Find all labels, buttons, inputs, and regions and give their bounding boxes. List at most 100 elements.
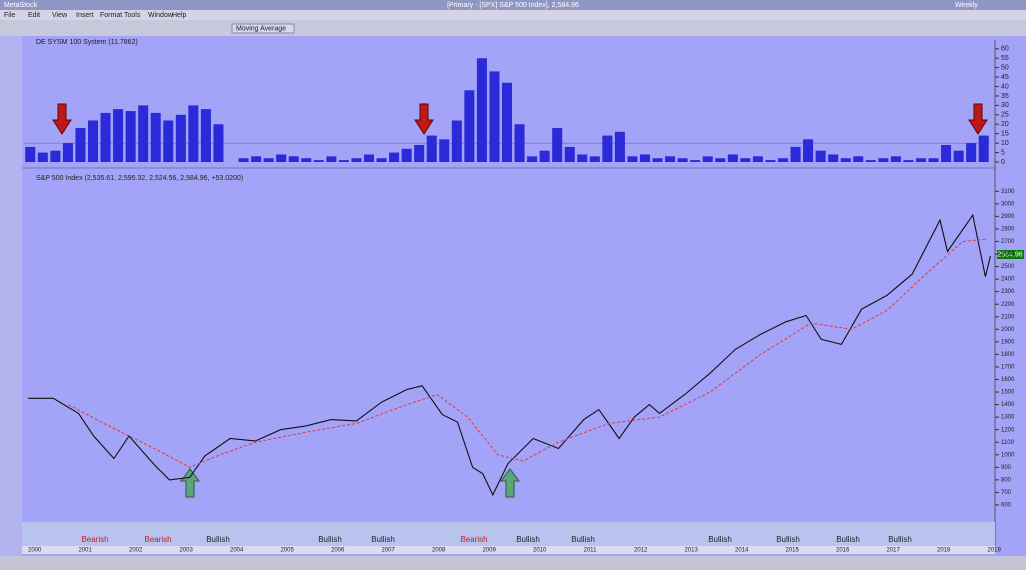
indicator-bar: [276, 154, 287, 162]
y-tick-label: 3000: [1001, 201, 1015, 207]
y-tick-label: 1600: [1001, 377, 1015, 383]
indicator-bar: [727, 154, 738, 162]
indicator-title: DE SYSM 100 System (11.7862): [36, 39, 138, 46]
year-label: 2001: [79, 548, 93, 554]
indicator-bar: [37, 152, 48, 162]
tool-strip: [0, 36, 22, 556]
indicator-bar: [915, 158, 927, 162]
indicator-bar: [363, 154, 375, 162]
y-tick-label: 1500: [1001, 390, 1015, 396]
indicator-bar: [941, 145, 952, 162]
y-tick-label: 2200: [1001, 302, 1015, 308]
menu-item[interactable]: Tools: [124, 12, 141, 19]
y-tick-label: 1800: [1001, 352, 1015, 358]
green-arrow: [180, 468, 200, 498]
regime-label: Bearish: [460, 535, 487, 544]
indicator-bar: [953, 150, 964, 162]
year-label: 2007: [382, 548, 396, 554]
year-label: 2003: [180, 548, 194, 554]
menu-item[interactable]: View: [52, 12, 68, 19]
indicator-bar: [263, 158, 274, 162]
indicator-bar: [376, 158, 387, 162]
regime-label: Bullish: [516, 535, 540, 544]
year-label: 2002: [129, 548, 143, 554]
indicator-bar: [577, 154, 588, 162]
title-bar: [0, 0, 1026, 10]
y-tick-label: 10: [1001, 140, 1009, 147]
regime-label: Bullish: [836, 535, 860, 544]
menu-item[interactable]: Insert: [76, 12, 94, 19]
y-tick-label: 1100: [1001, 440, 1015, 446]
year-label: 2014: [735, 548, 749, 554]
indicator-bar: [715, 158, 726, 162]
indicator-bar: [476, 58, 487, 162]
indicator-bar: [627, 156, 638, 162]
red-arrow: [414, 103, 434, 135]
green-arrow: [500, 468, 520, 498]
year-label: 2011: [584, 548, 598, 554]
indicator-bar: [878, 158, 889, 162]
indicator-bar: [414, 145, 425, 162]
y-tick-label: 800: [1001, 477, 1012, 483]
year-label: 2009: [483, 548, 497, 554]
y-tick-label: 40: [1001, 83, 1009, 90]
y-tick-label: 20: [1001, 121, 1009, 128]
toolbar: [0, 20, 1026, 36]
buy-arrows: [180, 468, 520, 498]
y-tick-label: 1900: [1001, 339, 1015, 345]
indicator-bar: [690, 160, 701, 162]
signal-arrows: [52, 103, 988, 135]
price-title: S&P 500 Index (2,535.61, 2,595.32, 2,524…: [36, 175, 243, 182]
y-tick-label: 45: [1001, 74, 1009, 81]
y-tick-label: 2600: [1001, 252, 1015, 258]
regime-label: Bullish: [206, 535, 230, 544]
indicator-bar: [928, 158, 939, 162]
moving-average-label: Moving Average: [236, 25, 286, 32]
indicator-bar: [527, 156, 538, 162]
indicator-bar: [677, 158, 688, 162]
y-tick-label: 1700: [1001, 365, 1015, 371]
y-tick-label: 2900: [1001, 214, 1015, 220]
regime-label: Bullish: [318, 535, 342, 544]
indicator-bar: [903, 160, 914, 162]
indicator-bar: [150, 112, 161, 162]
indicator-bar: [777, 158, 789, 162]
regime-label: Bullish: [371, 535, 395, 544]
menu-item[interactable]: Help: [172, 12, 187, 19]
indicator-bar: [313, 160, 324, 162]
regime-label: Bullish: [888, 535, 912, 544]
app-name: MetaStock: [4, 2, 38, 9]
indicator-bar: [62, 143, 73, 162]
window-title: [Primary - [SPX] S&P 500 Index], 2,584.9…: [447, 2, 579, 9]
periodicity[interactable]: Weekly: [955, 2, 978, 9]
y-tick-label: 2500: [1001, 264, 1015, 270]
menu-item[interactable]: Window: [148, 12, 174, 19]
indicator-bar: [238, 158, 249, 162]
year-label: 2012: [634, 548, 648, 554]
y-tick-label: 50: [1001, 64, 1009, 71]
price-line: [28, 213, 992, 497]
menu-item[interactable]: Format: [100, 12, 122, 19]
indicator-bar: [351, 158, 362, 162]
regime-label: Bullish: [776, 535, 800, 544]
indicator-bar: [50, 150, 61, 162]
y-tick-label: 3100: [1001, 189, 1015, 195]
indicator-bar: [740, 158, 751, 162]
indicator-bar: [489, 71, 500, 162]
year-label: 2013: [685, 548, 699, 554]
indicator-bar: [113, 109, 124, 162]
indicator-bar: [614, 131, 625, 162]
last-price: 2584.96: [997, 251, 1022, 258]
menu-item[interactable]: Edit: [28, 12, 40, 19]
year-label: 2004: [230, 548, 244, 554]
moving-average-button[interactable]: [231, 23, 295, 34]
indicator-bar: [702, 156, 713, 162]
menu-item[interactable]: File: [4, 12, 15, 19]
y-tick-label: 600: [1001, 503, 1012, 509]
y-tick-label: 1300: [1001, 415, 1015, 421]
y-tick-label: 2800: [1001, 226, 1015, 232]
year-label: 2017: [887, 548, 901, 554]
indicator-bar: [501, 82, 513, 162]
year-label: 2018: [937, 548, 951, 554]
